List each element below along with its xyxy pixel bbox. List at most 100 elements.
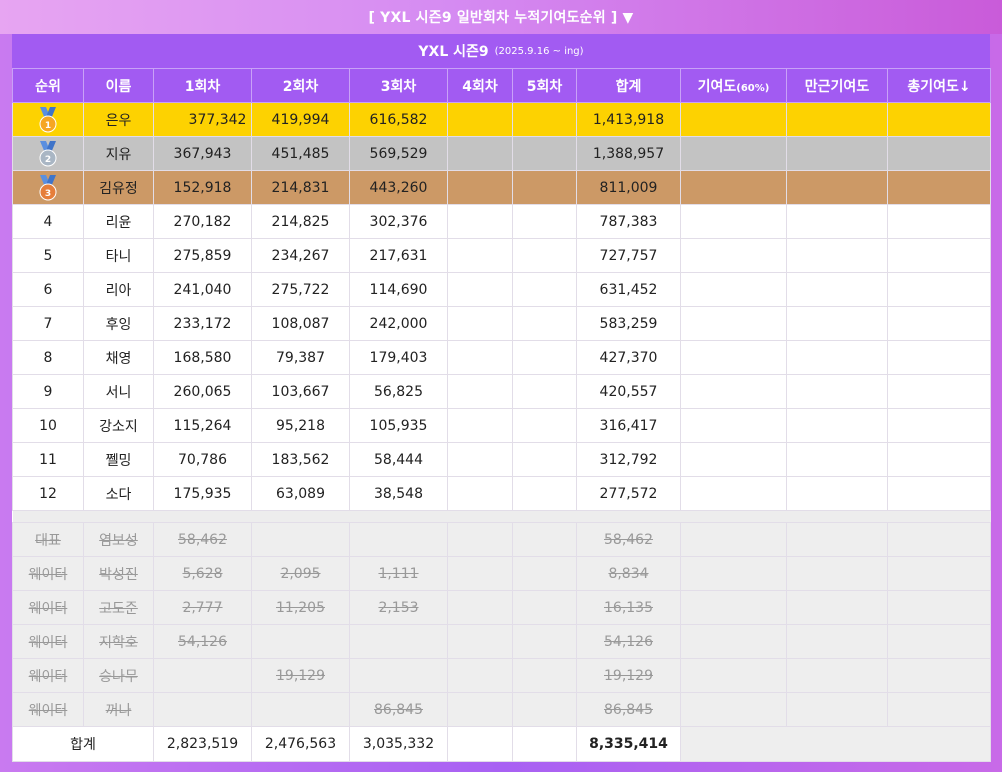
staff-round2-value: 2,095: [251, 556, 350, 591]
total-value: 427,370: [576, 340, 681, 375]
staff-contribution-value: [680, 556, 787, 591]
round2-value: 95,218: [251, 408, 350, 443]
overall-contribution-value: [887, 476, 991, 511]
ranking-row: 12 소다 175,935 63,089 38,548 277,572: [12, 476, 991, 511]
round5-value: [512, 102, 577, 137]
round4-value: [447, 476, 513, 511]
staff-total-value: 8,834: [576, 556, 681, 591]
rank-cell: 2: [12, 136, 84, 171]
round1-value: 70,786: [153, 442, 252, 477]
ranking-row: 3 김유정 152,918 214,831 443,260 811,009: [12, 170, 991, 205]
round3-value: 105,935: [349, 408, 448, 443]
staff-attendance-value: [786, 624, 888, 659]
attendance-contribution-value: [786, 102, 888, 137]
staff-overall-value: [887, 624, 991, 659]
staff-round2-value: 19,129: [251, 658, 350, 693]
attendance-contribution-value: [786, 136, 888, 171]
season-subtitle: YXL 시즌9 (2025.9.16 ~ ing): [12, 34, 990, 68]
col-overall-contribution-header[interactable]: 총기여도↓: [887, 68, 991, 103]
col-round1-header[interactable]: 1회차: [153, 68, 252, 103]
col-round4-header[interactable]: 4회차: [447, 68, 513, 103]
col-round5-header[interactable]: 5회차: [512, 68, 577, 103]
staff-row: 웨이터 지학호 54,126 54,126: [12, 624, 991, 659]
staff-total-value: 16,135: [576, 590, 681, 625]
col-attendance-contribution-header[interactable]: 만근기여도: [786, 68, 888, 103]
round1-value: 241,040: [153, 272, 252, 307]
attendance-contribution-value: [786, 476, 888, 511]
overall-contribution-value: [887, 306, 991, 341]
attendance-contribution-value: [786, 238, 888, 273]
leaderboard-title-banner[interactable]: [ YXL 시즌9 일반회차 누적기여도순위 ] ▼: [0, 0, 1002, 34]
total-value: 316,417: [576, 408, 681, 443]
rank-cell: 9: [12, 374, 84, 409]
round3-value: 217,631: [349, 238, 448, 273]
round2-value: 103,667: [251, 374, 350, 409]
total-value: 727,757: [576, 238, 681, 273]
round3-value: 58,444: [349, 442, 448, 477]
round2-value: 63,089: [251, 476, 350, 511]
member-name: 후잉: [83, 306, 154, 341]
round5-value: [512, 272, 577, 307]
contribution-value: [680, 272, 787, 307]
round1-value: 260,065: [153, 374, 252, 409]
staff-name: 지학호: [83, 624, 154, 659]
overall-contribution-value: [887, 136, 991, 171]
member-name: 타니: [83, 238, 154, 273]
round3-value: 56,825: [349, 374, 448, 409]
staff-attendance-value: [786, 556, 888, 591]
round1-value: 367,943: [153, 136, 252, 171]
col-contribution-header[interactable]: 기여도(60%): [680, 68, 787, 103]
col-round3-header[interactable]: 3회차: [349, 68, 448, 103]
ranking-row: 5 타니 275,859 234,267 217,631 727,757: [12, 238, 991, 273]
staff-overall-value: [887, 692, 991, 727]
round3-value: 114,690: [349, 272, 448, 307]
staff-round4-value: [447, 522, 513, 557]
round3-value: 242,000: [349, 306, 448, 341]
col-round2-header[interactable]: 2회차: [251, 68, 350, 103]
col-rank-header[interactable]: 순위: [12, 68, 84, 103]
staff-round3-value: [349, 624, 448, 659]
ranking-row: 9 서니 260,065 103,667 56,825 420,557: [12, 374, 991, 409]
col-total-header[interactable]: 합계: [576, 68, 681, 103]
overall-contribution-value: [887, 374, 991, 409]
staff-round1-value: [153, 692, 252, 727]
contribution-value: [680, 238, 787, 273]
total-value: 1,413,918: [576, 102, 681, 137]
ranking-table-container: 순위 이름 1회차 2회차 3회차 4회차 5회차 합계 기여도(60%) 만근…: [12, 68, 991, 762]
round1-value: 115,264: [153, 408, 252, 443]
total-value: 420,557: [576, 374, 681, 409]
staff-name: 박성진: [83, 556, 154, 591]
round4-value: [447, 204, 513, 239]
overall-contribution-value: [887, 102, 991, 137]
round4-value: [447, 408, 513, 443]
staff-overall-value: [887, 658, 991, 693]
round2-sum: 2,476,563: [251, 726, 350, 762]
staff-role: 웨이터: [12, 692, 84, 727]
staff-role: 대표: [12, 522, 84, 557]
table-header-row: 순위 이름 1회차 2회차 3회차 4회차 5회차 합계 기여도(60%) 만근…: [12, 68, 991, 103]
staff-total-value: 19,129: [576, 658, 681, 693]
round2-value: 275,722: [251, 272, 350, 307]
round2-value: 419,994: [251, 102, 350, 137]
round4-value: [447, 374, 513, 409]
staff-round2-value: 11,205: [251, 590, 350, 625]
staff-round4-value: [447, 658, 513, 693]
rank-cell: 3: [12, 170, 84, 205]
staff-round1-value: [153, 658, 252, 693]
attendance-contribution-value: [786, 204, 888, 239]
staff-round4-value: [447, 590, 513, 625]
separator-cell: [12, 510, 991, 523]
round2-value: 79,387: [251, 340, 350, 375]
total-value: 583,259: [576, 306, 681, 341]
contribution-value: [680, 408, 787, 443]
staff-overall-value: [887, 556, 991, 591]
round3-value: 179,403: [349, 340, 448, 375]
round3-value: 38,548: [349, 476, 448, 511]
total-label: 합계: [12, 726, 154, 762]
round5-value: [512, 442, 577, 477]
round5-value: [512, 408, 577, 443]
rank-cell: 1: [12, 102, 84, 137]
ranking-row: 7 후잉 233,172 108,087 242,000 583,259: [12, 306, 991, 341]
col-name-header[interactable]: 이름: [83, 68, 154, 103]
svg-text:1: 1: [45, 121, 51, 131]
